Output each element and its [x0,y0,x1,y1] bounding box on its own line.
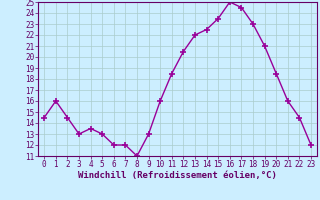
X-axis label: Windchill (Refroidissement éolien,°C): Windchill (Refroidissement éolien,°C) [78,171,277,180]
